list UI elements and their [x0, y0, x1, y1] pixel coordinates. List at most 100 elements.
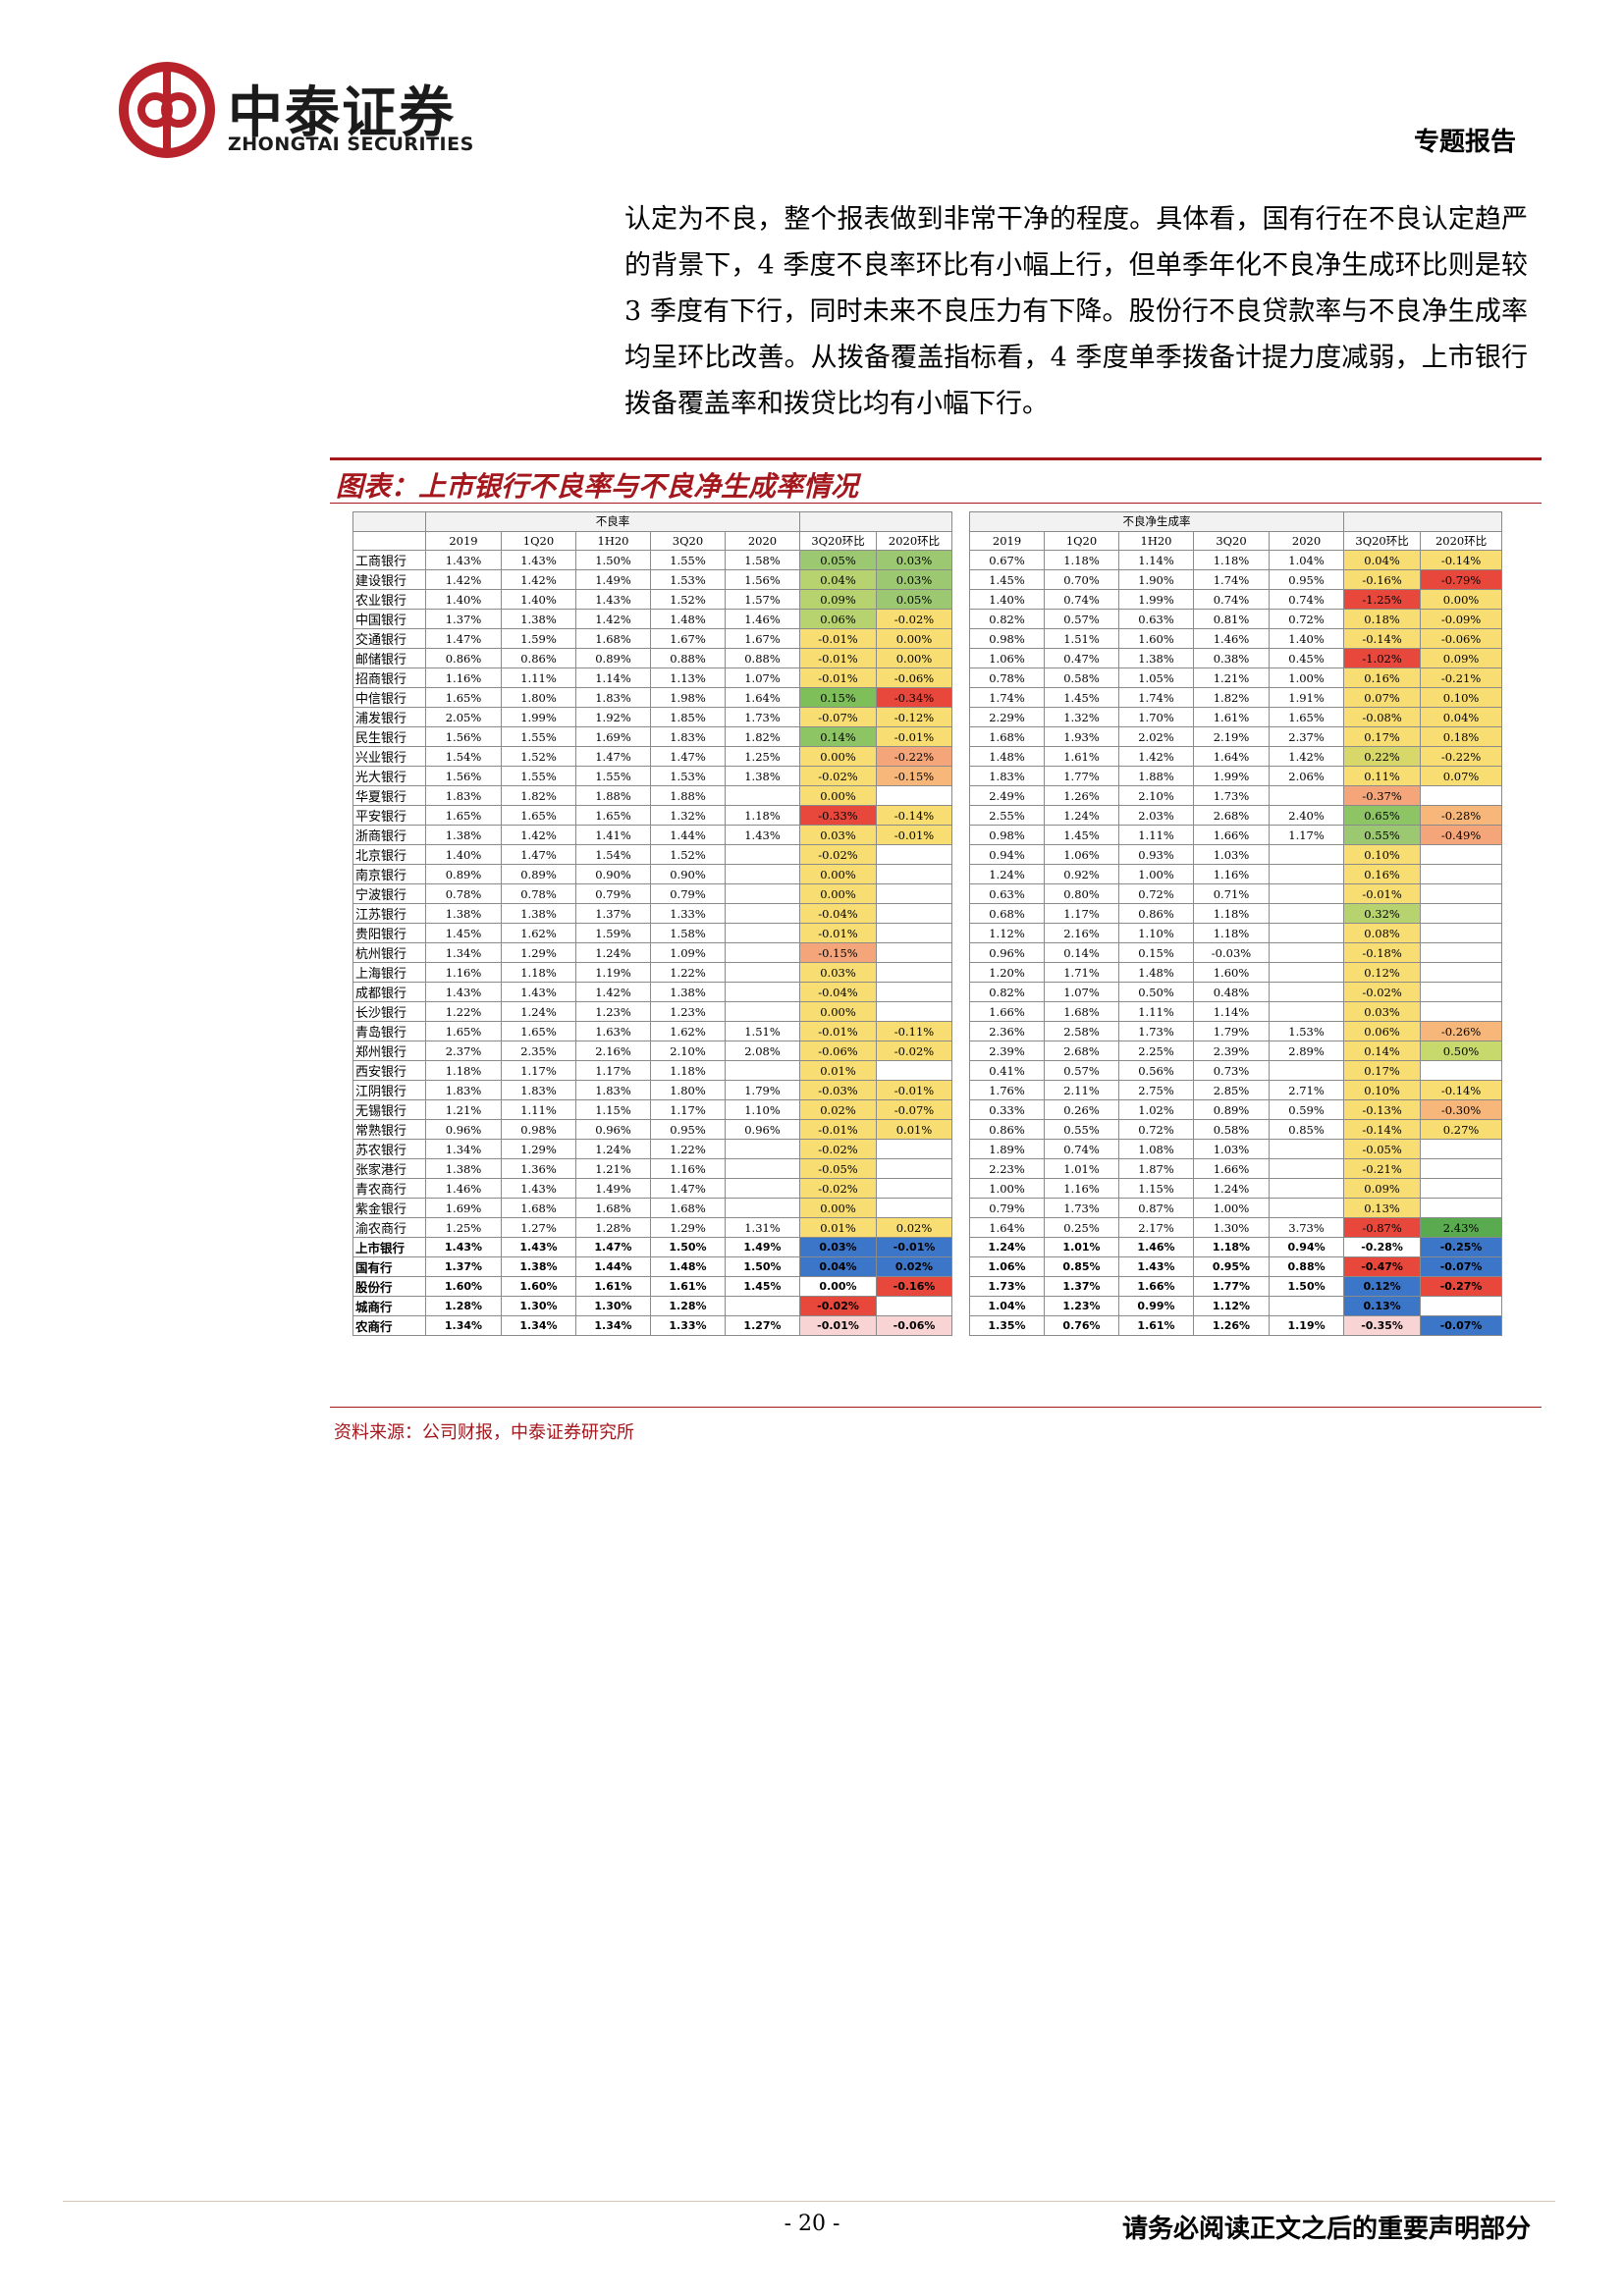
value-cell: 1.10%: [724, 1099, 801, 1121]
value-cell: 0.00%: [799, 1276, 878, 1298]
value-cell: 1.82%: [501, 785, 576, 807]
value-cell: 1.00%: [969, 1178, 1046, 1200]
value-cell: 1.24%: [1044, 805, 1120, 827]
figure-title: 图表：上市银行不良率与不良净生成率情况: [336, 470, 859, 503]
value-cell: 1.41%: [575, 825, 651, 846]
value-cell: 0.18%: [1343, 609, 1422, 630]
value-cell: 1.68%: [575, 628, 651, 650]
value-cell: 2.10%: [1118, 785, 1195, 807]
value-cell: -0.05%: [1343, 1139, 1422, 1160]
value-cell: -0.14%: [876, 805, 953, 827]
value-cell: 0.78%: [425, 883, 502, 905]
value-cell: 1.28%: [575, 1217, 651, 1239]
value-cell: -0.37%: [1343, 785, 1422, 807]
value-cell: 0.06%: [799, 609, 878, 630]
value-cell: [724, 1001, 801, 1023]
value-cell: 0.98%: [969, 628, 1046, 650]
value-cell: 1.37%: [575, 903, 651, 925]
value-cell: 0.95%: [1269, 569, 1345, 591]
value-cell: 1.01%: [1044, 1158, 1120, 1180]
value-cell: 0.86%: [1118, 903, 1195, 925]
value-cell: 1.61%: [1044, 746, 1120, 768]
value-cell: -0.01%: [1343, 883, 1422, 905]
value-cell: 1.47%: [575, 1237, 651, 1258]
value-cell: -0.08%: [1343, 707, 1422, 728]
value-cell: 0.93%: [1118, 844, 1195, 866]
value-cell: 2.29%: [969, 707, 1046, 728]
value-cell: 1.82%: [724, 726, 801, 748]
table-gap-cell: [951, 1276, 971, 1297]
value-cell: 1.52%: [650, 589, 726, 611]
value-cell: 1.33%: [650, 1315, 726, 1337]
value-cell: 0.47%: [1044, 648, 1120, 669]
value-cell: 2.39%: [1193, 1041, 1271, 1062]
value-cell: 2.49%: [969, 785, 1046, 807]
value-cell: [876, 1060, 953, 1082]
value-cell: 1.54%: [425, 746, 502, 768]
value-cell: [1269, 1139, 1345, 1160]
value-cell: 1.07%: [1044, 982, 1120, 1003]
value-cell: -0.02%: [799, 1178, 878, 1200]
value-cell: 0.32%: [1343, 903, 1422, 925]
value-cell: 1.14%: [575, 667, 651, 689]
column-header: 2020环比: [1420, 530, 1503, 552]
bank-name-cell: 宁波银行: [352, 883, 426, 905]
bank-name-cell: 无锡银行: [352, 1099, 426, 1121]
value-cell: -0.15%: [876, 766, 953, 787]
value-cell: [724, 1158, 801, 1180]
table-row: 江苏银行 1.38% 1.38% 1.37% 1.33% -0.04% 0.68% 1.17%…: [352, 903, 1503, 925]
table-gap-cell: [951, 1001, 971, 1022]
table-gap-cell: [951, 982, 971, 1002]
value-cell: [724, 785, 801, 807]
value-cell: 0.03%: [799, 1237, 878, 1258]
value-cell: 1.37%: [425, 1256, 502, 1278]
value-cell: 1.52%: [650, 844, 726, 866]
value-cell: 0.03%: [1343, 1001, 1422, 1023]
value-cell: 1.07%: [724, 667, 801, 689]
value-cell: 1.49%: [575, 569, 651, 591]
value-cell: 0.17%: [1343, 726, 1422, 748]
value-cell: 2.17%: [1118, 1217, 1195, 1239]
value-cell: 0.55%: [1343, 825, 1422, 846]
value-cell: 0.87%: [1118, 1198, 1195, 1219]
value-cell: 0.86%: [969, 1119, 1046, 1141]
value-cell: 0.05%: [876, 589, 953, 611]
value-cell: [1420, 1158, 1503, 1180]
value-cell: [876, 1001, 953, 1023]
value-cell: 0.89%: [1193, 1099, 1271, 1121]
value-cell: [1420, 883, 1503, 905]
value-cell: 1.55%: [501, 766, 576, 787]
table-gap-cell: [951, 687, 971, 708]
figure-title-underline: [330, 503, 1542, 504]
value-cell: 1.49%: [724, 1237, 801, 1258]
value-cell: -0.07%: [799, 707, 878, 728]
bank-name-cell: 浦发银行: [352, 707, 426, 728]
value-cell: 1.60%: [425, 1276, 502, 1298]
value-cell: 2.06%: [1269, 766, 1345, 787]
value-cell: 1.42%: [1269, 746, 1345, 768]
value-cell: 2.35%: [501, 1041, 576, 1062]
value-cell: [876, 903, 953, 925]
value-cell: 0.74%: [1044, 589, 1120, 611]
column-header: 1Q20: [501, 530, 576, 552]
value-cell: 1.45%: [1044, 825, 1120, 846]
value-cell: [876, 923, 953, 944]
table-row: 城商行 1.28% 1.30% 1.30% 1.28% -0.02% 1.04% 1.23% 0…: [352, 1296, 1503, 1317]
value-cell: 1.56%: [724, 569, 801, 591]
value-cell: 1.83%: [425, 1080, 502, 1101]
value-cell: 1.27%: [724, 1315, 801, 1337]
value-cell: -0.01%: [799, 628, 878, 650]
table-gap-cell: [951, 648, 971, 668]
value-cell: 1.47%: [650, 746, 726, 768]
value-cell: 1.90%: [1118, 569, 1195, 591]
value-cell: 0.26%: [1044, 1099, 1120, 1121]
value-cell: -0.49%: [1420, 825, 1503, 846]
value-cell: 0.04%: [799, 569, 878, 591]
value-cell: 0.06%: [1343, 1021, 1422, 1042]
value-cell: 0.11%: [1343, 766, 1422, 787]
value-cell: [1269, 1198, 1345, 1219]
value-cell: 0.85%: [1269, 1119, 1345, 1141]
table-row: 交通银行 1.47% 1.59% 1.68% 1.67% 1.67% -0.01% 0.00%…: [352, 628, 1503, 650]
value-cell: 0.96%: [724, 1119, 801, 1141]
column-header-bank: [352, 530, 426, 552]
